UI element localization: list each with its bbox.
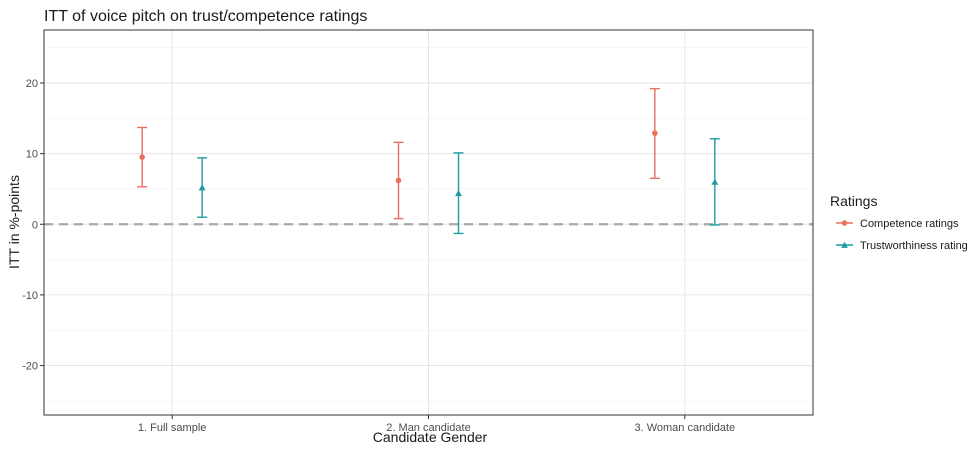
y-tick-label: -20	[22, 361, 38, 373]
data-point	[455, 189, 462, 197]
legend-title: Ratings	[830, 193, 877, 209]
x-axis-label: Candidate Gender	[373, 429, 488, 445]
legend-label: Competence ratings	[860, 218, 959, 230]
legend-key-marker	[841, 220, 848, 226]
y-tick-label: -10	[22, 290, 38, 302]
x-tick-label: 2. Man candidate	[386, 422, 470, 434]
y-tick-label: 0	[32, 219, 38, 231]
legend: Ratings Competence ratings Trustworthines…	[830, 193, 968, 252]
data-marks	[137, 87, 720, 235]
legend-label: Trustworthiness ratings	[860, 240, 968, 252]
x-tick-label: 3. Woman candidate	[634, 422, 735, 434]
data-point	[652, 130, 658, 136]
data-point	[198, 184, 206, 191]
data-point	[711, 178, 719, 185]
data-point	[139, 154, 145, 160]
y-axis-label: ITT in %-points	[6, 175, 22, 269]
y-tick-label: 20	[26, 78, 38, 90]
data-point	[395, 177, 402, 184]
legend-item: Competence ratings	[836, 218, 959, 230]
chart-title: ITT of voice pitch on trust/competence r…	[44, 8, 367, 25]
x-tick-label: 1. Full sample	[138, 422, 206, 434]
legend-key-marker	[841, 241, 848, 248]
legend-item: Trustworthiness ratings	[836, 240, 968, 252]
y-tick-label: 10	[26, 149, 38, 161]
